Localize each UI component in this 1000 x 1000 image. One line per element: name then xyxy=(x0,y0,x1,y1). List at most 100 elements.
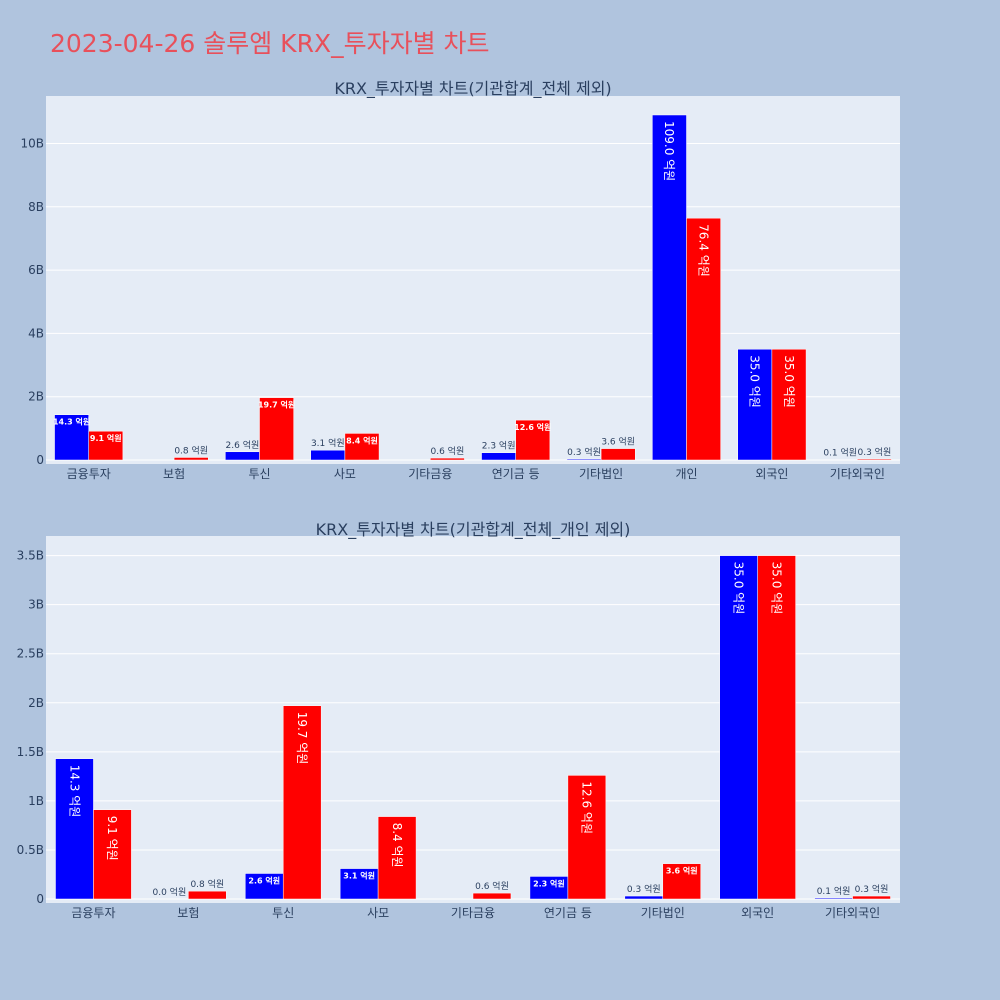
data-label: 14.3 억원 xyxy=(67,765,81,818)
bar xyxy=(566,458,602,461)
bar xyxy=(54,414,89,461)
data-label: 8.4 억원 xyxy=(346,435,378,445)
bar xyxy=(55,758,94,900)
data-label: 0.1 억원 xyxy=(823,447,857,459)
data-label: 0.1 억원 xyxy=(817,885,851,897)
x-tick-label: 외국인 xyxy=(741,906,774,920)
bar xyxy=(259,397,294,461)
data-label: 0.0 억원 xyxy=(152,886,186,898)
bar xyxy=(814,897,853,900)
bar xyxy=(344,433,380,461)
x-tick-label: 기타외국인 xyxy=(830,467,885,481)
bar xyxy=(93,809,132,900)
y-tick-label: 2B xyxy=(28,390,44,404)
data-label: 2.6 억원 xyxy=(226,439,260,451)
bar xyxy=(173,457,209,461)
y-tick-label: 0 xyxy=(36,453,44,467)
bar xyxy=(430,457,465,461)
y-tick-label: 8B xyxy=(28,200,44,214)
data-label: 35.0 억원 xyxy=(782,355,796,408)
y-tick-label: 0 xyxy=(36,892,44,906)
data-label: 0.8 억원 xyxy=(190,878,224,890)
bar xyxy=(652,114,687,461)
data-label: 9.1 억원 xyxy=(90,433,122,443)
bar xyxy=(757,555,796,900)
x-tick-label: 보험 xyxy=(177,906,199,920)
bar xyxy=(686,217,721,461)
x-tick-label: 사모 xyxy=(367,906,389,920)
data-label: 35.0 억원 xyxy=(731,562,745,615)
y-tick-label: 2B xyxy=(28,696,44,710)
y-tick-label: 3.5B xyxy=(17,549,44,563)
x-tick-label: 기타외국인 xyxy=(825,906,880,920)
y-tick-label: 6B xyxy=(28,263,44,277)
y-tick-label: 1B xyxy=(28,794,44,808)
x-tick-label: 외국인 xyxy=(755,467,788,481)
bar xyxy=(282,705,322,900)
bar xyxy=(567,775,607,900)
data-label: 19.7 억원 xyxy=(258,400,295,410)
bar xyxy=(662,863,701,900)
bar xyxy=(624,895,664,900)
data-label: 3.6 억원 xyxy=(601,436,635,448)
bar xyxy=(245,873,284,900)
bar xyxy=(377,816,417,900)
x-tick-label: 연기금 등 xyxy=(544,906,592,920)
data-label: 0.6 억원 xyxy=(431,445,465,457)
y-tick-label: 1.5B xyxy=(17,745,44,759)
data-label: 0.3 억원 xyxy=(627,883,661,895)
bar xyxy=(339,868,379,900)
data-label: 2.6 억원 xyxy=(248,875,280,885)
bar xyxy=(481,452,516,461)
bar xyxy=(852,895,891,900)
bar xyxy=(188,890,227,900)
y-tick-label: 10B xyxy=(20,136,44,150)
x-tick-label: 개인 xyxy=(675,467,697,481)
data-label: 3.6 억원 xyxy=(666,866,698,876)
data-label: 0.3 억원 xyxy=(858,446,892,458)
data-label: 35.0 억원 xyxy=(748,355,762,408)
bar xyxy=(225,451,260,461)
data-label: 3.1 억원 xyxy=(343,871,375,881)
x-tick-label: 기타금융 xyxy=(408,467,452,481)
data-label: 0.3 억원 xyxy=(567,446,601,458)
data-label: 9.1 억원 xyxy=(105,816,119,861)
y-tick-label: 2.5B xyxy=(17,647,44,661)
page-title: 2023-04-26 솔루엠 KRX_투자자별 차트 xyxy=(50,29,490,58)
chart-subtitle: KRX_투자자별 차트(기관합계_전체_개인 제외) xyxy=(316,520,631,540)
x-tick-label: 기타법인 xyxy=(641,906,685,920)
chart-subtitle: KRX_투자자별 차트(기관합계_전체 제외) xyxy=(334,79,611,99)
bar xyxy=(88,430,124,461)
x-tick-label: 기타금융 xyxy=(451,906,495,920)
x-tick-label: 기타법인 xyxy=(579,467,623,481)
data-label: 35.0 억원 xyxy=(769,562,783,615)
y-tick-label: 3B xyxy=(28,598,44,612)
data-label: 0.3 억원 xyxy=(855,883,889,895)
x-tick-label: 사모 xyxy=(334,467,356,481)
y-tick-label: 0.5B xyxy=(17,843,44,857)
data-label: 2.3 억원 xyxy=(482,440,516,452)
chart-1: 0 2B 4B 6B 8B 10B KRX_투자자별 차트(기관합계_전체 제외) 금융투자 1… xyxy=(20,79,900,481)
data-label: 12.6 억원 xyxy=(580,781,594,834)
data-label: 2.3 억원 xyxy=(533,878,565,888)
chart-2: 0 0.5B 1B 1.5B 2B 2.5B 3B 3.5B KRX_투자자별 차트(기관합계_… xyxy=(17,520,900,920)
bar xyxy=(771,348,807,461)
data-label: 14.3 억원 xyxy=(53,417,90,427)
data-label: 76.4 억원 xyxy=(696,224,710,277)
bar xyxy=(857,458,892,461)
data-label: 0.8 억원 xyxy=(174,444,208,456)
bar xyxy=(472,892,512,900)
data-label: 12.6 억원 xyxy=(514,422,551,432)
data-label: 19.7 억원 xyxy=(295,712,309,765)
x-tick-label: 투신 xyxy=(248,467,270,481)
bar xyxy=(737,348,773,461)
x-tick-label: 연기금 등 xyxy=(492,467,540,481)
x-tick-label: 보험 xyxy=(163,467,185,481)
y-tick-label: 4B xyxy=(28,326,44,340)
bar xyxy=(600,448,636,461)
data-label: 109.0 억원 xyxy=(662,121,676,181)
x-tick-label: 금융투자 xyxy=(71,906,115,920)
data-label: 8.4 억원 xyxy=(390,823,404,868)
